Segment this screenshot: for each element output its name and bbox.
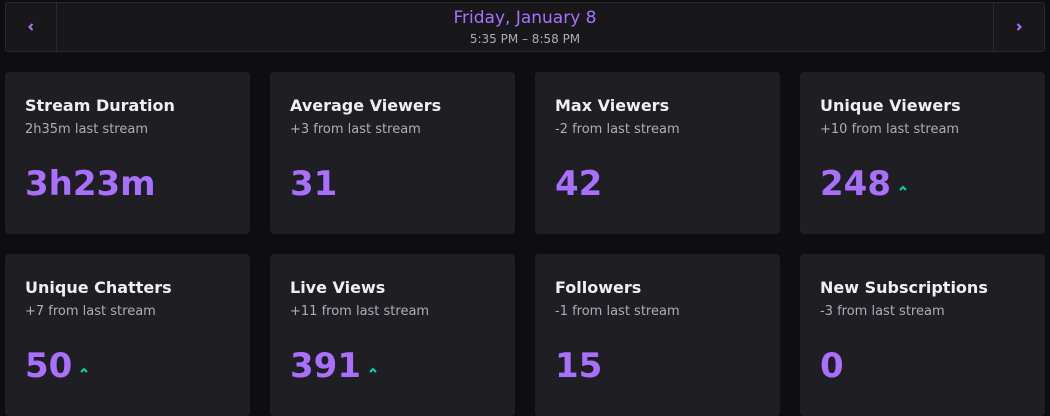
stat-subtitle: -1 from last stream xyxy=(555,304,680,319)
trend-up-icon xyxy=(80,367,89,373)
value-row: 0 xyxy=(820,346,844,386)
stat-card: Unique Chatters +7 from last stream 50 xyxy=(5,254,250,416)
stat-title: Followers xyxy=(555,278,642,297)
stat-subtitle: +11 from last stream xyxy=(290,304,430,319)
stat-card: Unique Viewers +10 from last stream 248 xyxy=(800,72,1045,234)
value-row: 248 xyxy=(820,164,908,204)
value-row: 391 xyxy=(290,346,378,386)
value-row: 15 xyxy=(555,346,602,386)
stat-title: Max Viewers xyxy=(555,96,670,115)
stat-value: 31 xyxy=(290,164,338,204)
stat-card: Live Views +11 from last stream 391 xyxy=(270,254,515,416)
stat-card: Average Viewers +3 from last stream 31 xyxy=(270,72,515,234)
stat-value: 248 xyxy=(820,164,891,204)
trend-up-icon xyxy=(369,367,377,373)
stat-value: 391 xyxy=(290,346,361,386)
stat-subtitle: +7 from last stream xyxy=(25,304,156,319)
date: Friday, January 8 xyxy=(453,8,597,28)
stat-value: 42 xyxy=(555,164,603,204)
value-row: 42 xyxy=(555,164,602,204)
time-range: 5:35 PM – 8:58 PM xyxy=(469,32,581,46)
stat-value: 15 xyxy=(555,346,603,386)
stat-value: 50 xyxy=(25,346,73,386)
value-row: 31 xyxy=(290,164,337,204)
stat-subtitle: 2h35m last stream xyxy=(25,122,148,137)
stat-card: Stream Duration 2h35m last stream 3h23m xyxy=(5,72,250,234)
stat-title: Live Views xyxy=(290,278,386,297)
stat-subtitle: +10 from last stream xyxy=(820,122,960,137)
next-button[interactable] xyxy=(993,3,1044,51)
stat-title: Unique Chatters xyxy=(25,278,172,297)
date-header: Friday, January 8 5:35 PM – 8:58 PM xyxy=(5,2,1045,52)
previous-button[interactable] xyxy=(6,3,57,51)
stat-subtitle: -3 from last stream xyxy=(820,304,945,319)
stat-title: Stream Duration xyxy=(25,96,175,115)
value-row: 50 xyxy=(25,346,89,386)
chevron-right xyxy=(1016,23,1022,31)
stat-value: 0 xyxy=(820,346,844,386)
stat-value: 3h23m xyxy=(25,164,156,204)
stat-title: New Subscriptions xyxy=(820,278,988,297)
stat-title: Average Viewers xyxy=(290,96,442,115)
trend-up-icon xyxy=(899,185,907,191)
stat-card: Followers -1 from last stream 15 xyxy=(535,254,780,416)
stat-subtitle: -2 from last stream xyxy=(555,122,680,137)
stat-title: Unique Viewers xyxy=(820,96,961,115)
chevron-left xyxy=(28,23,34,31)
stat-card: New Subscriptions -3 from last stream 0 xyxy=(800,254,1045,416)
stat-card: Max Viewers -2 from last stream 42 xyxy=(535,72,780,234)
value-row: 3h23m xyxy=(25,164,156,204)
stat-subtitle: +3 from last stream xyxy=(290,122,421,137)
